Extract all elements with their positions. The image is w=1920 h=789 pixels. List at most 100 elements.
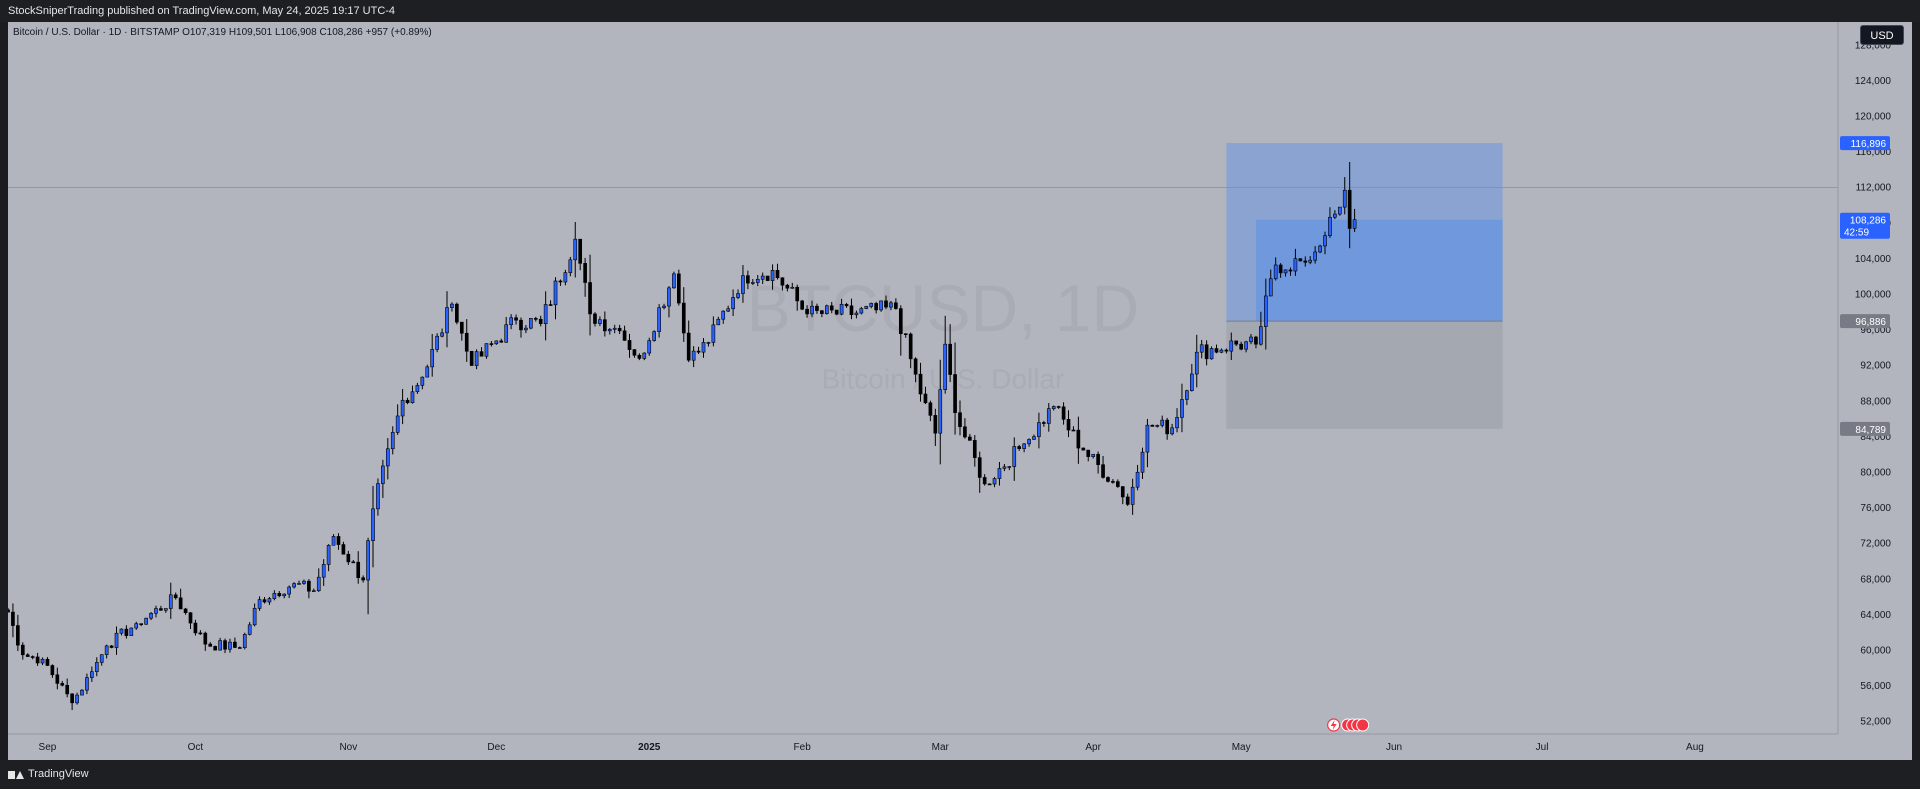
time-axis-label: Sep: [39, 742, 57, 753]
candle: [218, 640, 222, 651]
open-pnl-zone: [1255, 219, 1503, 322]
candle: [1091, 453, 1096, 457]
candle: [1007, 466, 1012, 468]
price-tag-box: [1840, 314, 1890, 329]
candle: [1096, 453, 1100, 465]
candle: [1160, 419, 1165, 426]
candle: [627, 340, 632, 350]
candle: [311, 590, 316, 593]
candle: [1175, 417, 1179, 429]
candle: [1204, 344, 1209, 360]
candle: [247, 624, 252, 635]
candle: [731, 297, 735, 310]
candle: [1347, 189, 1352, 229]
price-axis-label: 64,000: [1860, 610, 1891, 621]
candle: [928, 402, 933, 416]
price-tag: 116,896: [1840, 136, 1890, 151]
candle: [958, 412, 962, 428]
candle: [1086, 449, 1091, 457]
candle: [277, 593, 282, 597]
candle: [129, 627, 134, 636]
candle: [1263, 295, 1268, 327]
candle: [647, 340, 652, 354]
candle: [982, 477, 987, 485]
candle: [134, 623, 139, 629]
candle: [524, 327, 528, 331]
candle: [40, 658, 45, 664]
candle: [652, 331, 657, 341]
candle: [854, 312, 859, 316]
candle: [8, 609, 10, 613]
candle: [361, 577, 365, 581]
price-tag-box: [1840, 212, 1890, 239]
candle: [1051, 406, 1056, 409]
candle: [504, 324, 509, 343]
candle: [198, 632, 203, 635]
watermark-symbol: BTCUSD, 1D: [747, 271, 1139, 345]
candle: [425, 366, 430, 378]
candle: [538, 318, 543, 325]
candle: [104, 645, 109, 655]
published-text: StockSniperTrading published on TradingV…: [8, 5, 396, 17]
price-axis-label: 92,000: [1860, 361, 1891, 372]
chart-area[interactable]: BTCUSD, 1D Bitcoin / U.S. Dollar 52,000 56,…: [8, 22, 1912, 760]
candle: [1066, 419, 1071, 431]
candle: [208, 643, 213, 647]
price-axis-label: 112,000: [1856, 183, 1892, 194]
candle: [972, 440, 977, 458]
candle: [622, 330, 627, 341]
price-axis-label: 84,000: [1860, 432, 1891, 443]
currency-button[interactable]: USD: [1860, 25, 1904, 45]
candle: [1180, 399, 1184, 418]
candle: [701, 342, 706, 353]
time-axis-label: Jun: [1386, 742, 1402, 753]
candle: [879, 300, 883, 311]
time-axis-label: 2025: [638, 742, 661, 753]
candle: [50, 665, 55, 676]
price-axis-label: 68,000: [1860, 574, 1891, 585]
candle: [109, 645, 114, 648]
candle: [933, 415, 938, 434]
candle: [672, 273, 676, 289]
candle: [706, 342, 711, 344]
candle: [746, 275, 750, 284]
candle: [1288, 269, 1293, 272]
candle: [11, 611, 15, 626]
candle: [346, 553, 351, 563]
candle: [977, 457, 982, 478]
candle: [326, 544, 331, 565]
price-tag-box: [1840, 421, 1890, 436]
candle: [75, 694, 79, 704]
candle: [238, 647, 242, 649]
candle: [632, 349, 637, 356]
candle: [1278, 264, 1283, 274]
candle: [80, 689, 84, 696]
time-axis-label: Mar: [932, 742, 950, 753]
candle: [903, 333, 908, 335]
us-flag-icon: [1356, 718, 1370, 732]
candle: [336, 536, 341, 545]
candle: [721, 310, 726, 320]
price-tag-text: 96,886: [1855, 317, 1886, 328]
candle: [297, 583, 301, 585]
candle: [1145, 424, 1150, 453]
price-tag: 84,789: [1840, 421, 1890, 436]
price-chart[interactable]: BTCUSD, 1D Bitcoin / U.S. Dollar 52,000 56,…: [8, 22, 1912, 760]
candle: [188, 612, 193, 624]
candle: [844, 304, 849, 307]
price-axis-label: 60,000: [1860, 645, 1891, 656]
candle: [662, 305, 666, 309]
candle: [509, 317, 513, 326]
candle: [612, 327, 617, 330]
candle: [242, 634, 247, 648]
candle: [60, 683, 65, 686]
stop-zone: [1226, 321, 1503, 429]
candle: [1214, 348, 1219, 353]
candle: [657, 307, 661, 332]
time-axis-label: Nov: [339, 742, 357, 753]
candle: [642, 352, 647, 359]
candle: [834, 309, 839, 315]
candle: [800, 300, 804, 310]
candle: [568, 259, 573, 273]
